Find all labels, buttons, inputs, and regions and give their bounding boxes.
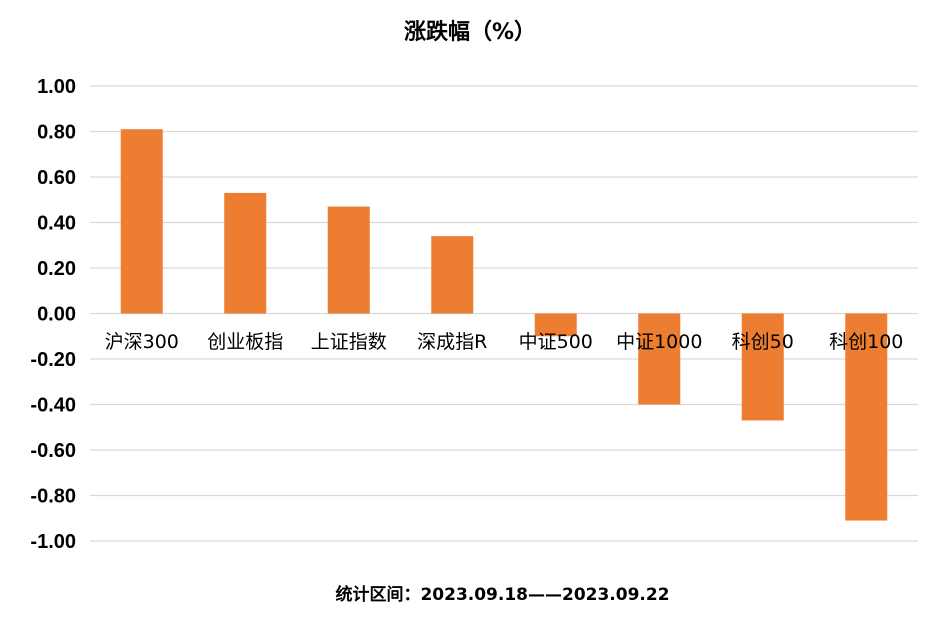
bars — [120, 129, 888, 521]
y-tick-label: -0.40 — [30, 395, 76, 417]
bar — [741, 313, 784, 421]
x-category-label: 创业板指 — [207, 331, 283, 353]
y-tick-label: 0.60 — [37, 167, 76, 189]
bar — [845, 313, 888, 521]
y-tick-label: 0.00 — [37, 304, 76, 326]
bar — [224, 192, 267, 314]
gridlines — [90, 85, 918, 542]
bar — [120, 129, 163, 314]
bar — [327, 206, 370, 314]
bar — [638, 313, 681, 405]
y-tick-label: -0.60 — [30, 440, 76, 462]
x-axis-labels: 沪深300 创业板指 上证指数 深成指R 中证500 中证1000 科创50 科创100 — [105, 331, 904, 353]
x-category-label: 上证指数 — [311, 331, 387, 353]
date-range-note: 统计区间：2023.09.18——2023.09.22 — [335, 585, 670, 605]
y-axis-labels: 1.00 0.80 0.60 0.40 0.20 0.00 -0.20 -0.40 -0.60 -… — [30, 76, 76, 553]
y-tick-label: -1.00 — [30, 531, 76, 553]
x-category-label: 沪深300 — [105, 331, 179, 353]
y-tick-label: 0.80 — [37, 122, 76, 144]
x-category-label: 深成指R — [417, 331, 487, 353]
x-category-label: 中证500 — [519, 331, 593, 353]
bar — [534, 313, 577, 337]
chart-title: 涨跌幅（%） — [403, 20, 537, 45]
x-category-label: 中证1000 — [616, 331, 702, 353]
y-tick-label: 0.40 — [37, 213, 76, 235]
y-tick-label: -0.20 — [30, 349, 76, 371]
y-tick-label: 1.00 — [37, 76, 76, 98]
bar — [431, 236, 474, 314]
x-category-label: 科创100 — [829, 331, 903, 353]
y-tick-label: -0.80 — [30, 486, 76, 508]
x-category-label: 科创50 — [732, 331, 794, 353]
y-tick-label: 0.20 — [37, 258, 76, 280]
